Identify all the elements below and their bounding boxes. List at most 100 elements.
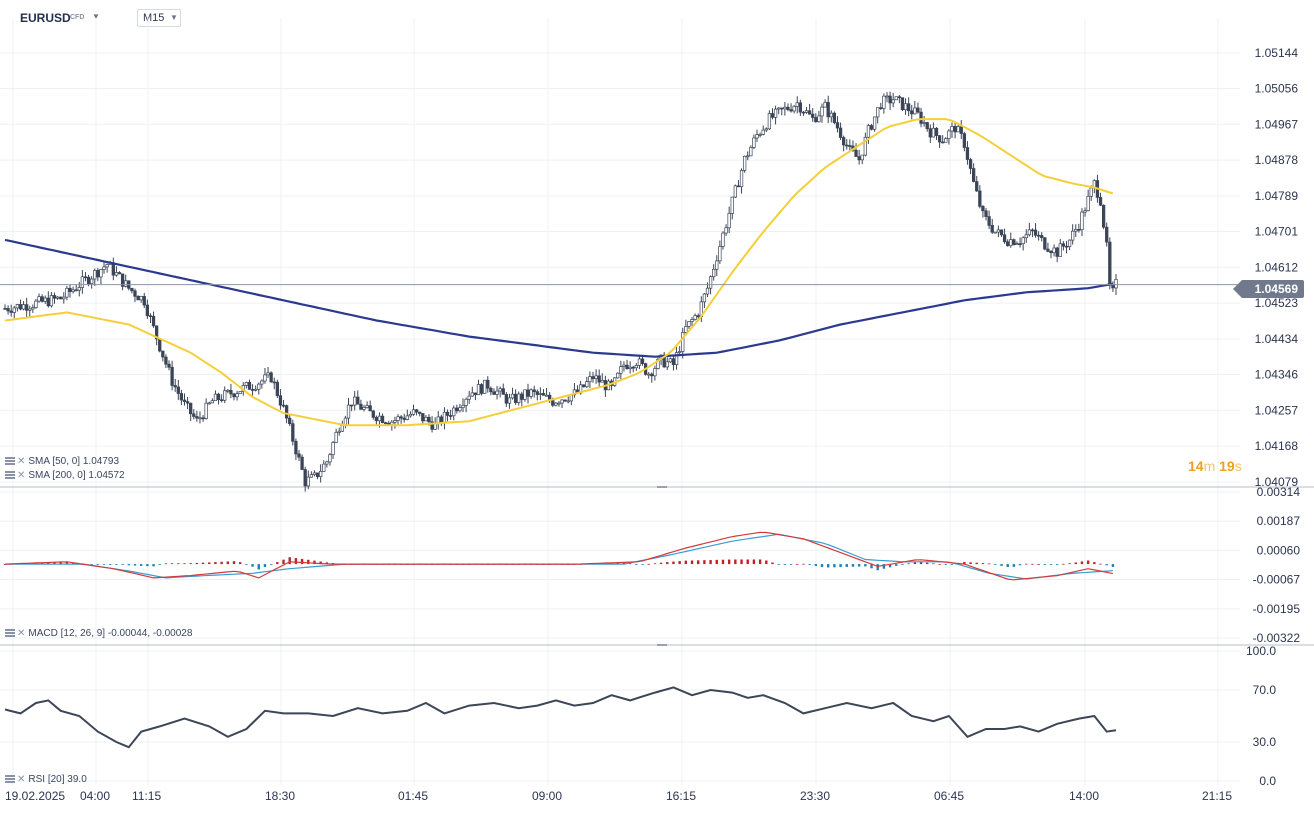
macd-histogram-bar — [1025, 563, 1028, 565]
sma200-legend[interactable]: ✕ SMA [200, 0] 1.04572 — [5, 470, 125, 481]
macd-histogram-bar — [96, 564, 100, 565]
candle-down — [1098, 197, 1103, 206]
macd-histogram-bar — [641, 564, 644, 565]
candle-down — [430, 421, 434, 430]
candle-up — [829, 112, 833, 118]
macd-histogram-bar — [678, 561, 681, 565]
candle-up — [733, 185, 738, 198]
candle-down — [59, 296, 63, 300]
candle-down — [526, 389, 530, 397]
macd-histogram-bar — [53, 562, 56, 565]
candle-up — [783, 106, 787, 110]
candle-down — [563, 399, 567, 402]
macd-histogram-bar — [1099, 563, 1102, 565]
macd-histogram-bar — [895, 564, 898, 566]
candle-up — [600, 380, 604, 383]
candle-up — [80, 276, 85, 288]
settings-icon[interactable] — [5, 457, 15, 466]
candle-up — [393, 420, 397, 423]
candle-down — [1036, 234, 1041, 237]
macd-histogram-bar — [1031, 563, 1034, 565]
candle-up — [538, 393, 543, 395]
candle-up — [476, 384, 481, 396]
close-icon[interactable]: ✕ — [17, 774, 26, 785]
candle-up — [1015, 243, 1019, 246]
rsi-legend[interactable]: ✕ RSI [20] 39.0 — [5, 774, 87, 785]
candle-down — [130, 287, 134, 292]
candle-down — [900, 97, 905, 111]
candle-down — [984, 210, 988, 217]
candle-down — [120, 273, 125, 287]
macd-histogram-bar — [1043, 564, 1047, 565]
candle-up — [244, 382, 249, 386]
candle-up — [622, 364, 626, 368]
macd-tick-label: -0.00067 — [1253, 572, 1301, 586]
countdown-minutes-unit: m — [1203, 458, 1216, 474]
candle-up — [1024, 234, 1028, 239]
candle-down — [789, 109, 793, 112]
close-icon[interactable]: ✕ — [17, 456, 26, 467]
candle-down — [971, 168, 976, 182]
macd-histogram-bar — [300, 558, 304, 565]
price-tick-label: 1.04257 — [1255, 403, 1299, 417]
macd-histogram-bar — [282, 559, 285, 565]
sma50-line — [4, 118, 1114, 427]
candle-up — [823, 102, 827, 108]
candle-up — [665, 361, 669, 368]
rsi-legend-label: RSI [20] 39.0 — [28, 774, 87, 785]
macd-histogram-bar — [963, 561, 966, 565]
candle-down — [486, 379, 490, 389]
candle-up — [1027, 229, 1031, 236]
candle-up — [235, 393, 239, 398]
candle-down — [532, 389, 536, 393]
x-tick-label: 14:00 — [1069, 789, 1099, 803]
macd-histogram-bar — [307, 559, 310, 565]
price-tick-label: 1.04701 — [1255, 224, 1299, 238]
candle-up — [885, 95, 889, 98]
candle-down — [650, 373, 654, 377]
candle-down — [356, 396, 360, 405]
macd-histogram-bar — [294, 558, 298, 565]
candle-down — [736, 185, 741, 188]
candle-up — [263, 374, 267, 382]
settings-icon[interactable] — [5, 629, 15, 638]
macd-legend-label: MACD [12, 26, 9] -0.00044, -0.00028 — [28, 628, 193, 639]
macd-histogram-bar — [727, 559, 731, 565]
x-tick-label: 16:15 — [666, 789, 696, 803]
symbol-label[interactable]: EURUSD — [20, 11, 71, 25]
candle-down — [455, 407, 459, 412]
sma50-legend[interactable]: ✕ SMA [50, 0] 1.04793 — [5, 456, 119, 467]
candle-down — [888, 95, 892, 104]
candle-up — [566, 400, 570, 403]
candle-down — [1105, 226, 1109, 243]
macd-histogram-bar — [189, 563, 192, 565]
x-tick-label: 21:15 — [1202, 789, 1232, 803]
close-icon[interactable]: ✕ — [17, 628, 26, 639]
macd-histogram-bar — [1049, 564, 1053, 565]
candle-down — [448, 415, 453, 417]
macd-legend[interactable]: ✕ MACD [12, 26, 9] -0.00044, -0.00028 — [5, 628, 192, 639]
symbol-dropdown-icon[interactable]: ▼ — [92, 12, 100, 21]
candle-down — [541, 393, 546, 396]
candle-down — [170, 366, 174, 386]
macd-histogram-bar — [635, 564, 638, 565]
candle-down — [182, 399, 187, 402]
candle-up — [681, 332, 685, 352]
settings-icon[interactable] — [5, 775, 15, 784]
candle-up — [55, 296, 60, 299]
settings-icon[interactable] — [5, 471, 15, 480]
close-icon[interactable]: ✕ — [17, 470, 26, 481]
candle-up — [708, 276, 713, 289]
candle-down — [46, 297, 50, 307]
macd-histogram-bar — [164, 563, 168, 565]
candle-up — [1080, 211, 1084, 230]
candle-up — [739, 170, 744, 188]
candle-up — [436, 416, 440, 424]
macd-histogram-bar — [882, 564, 886, 569]
candle-up — [544, 394, 549, 397]
candle-up — [647, 373, 651, 376]
candle-down — [18, 304, 23, 310]
macd-histogram-bar — [932, 563, 935, 565]
candle-up — [656, 358, 660, 369]
